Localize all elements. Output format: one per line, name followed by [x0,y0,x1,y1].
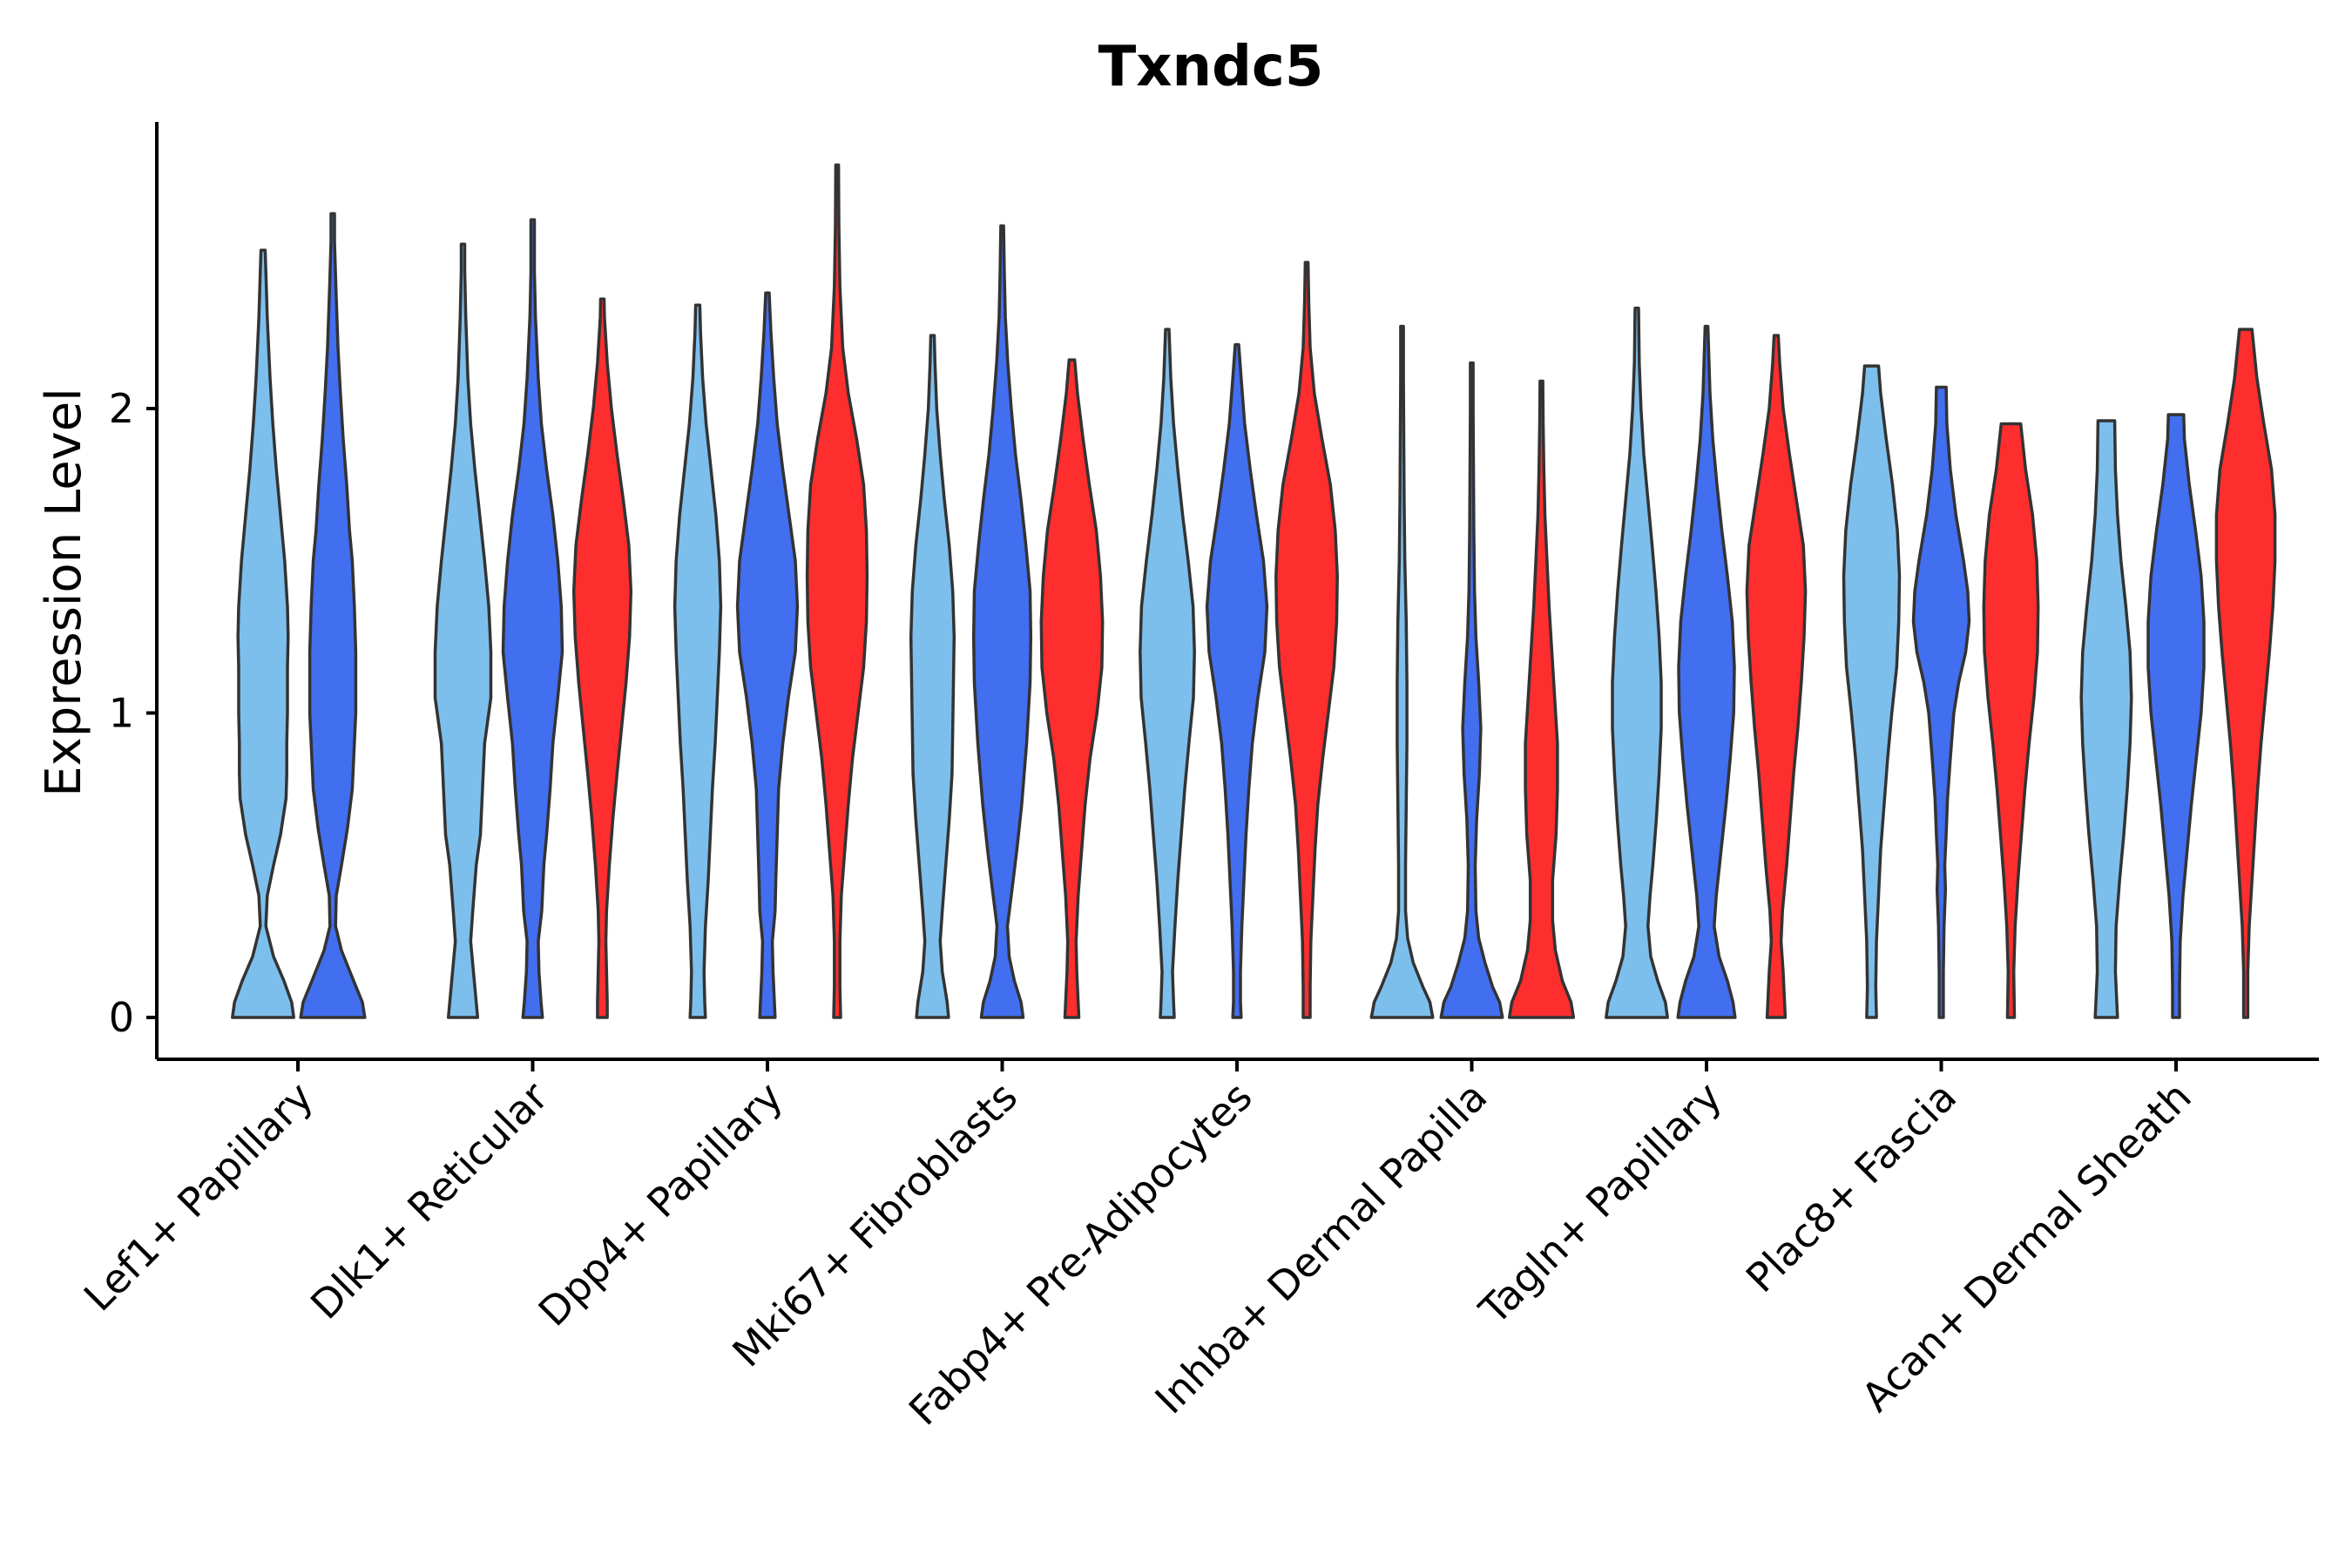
violin-plac8-fascia-1 [1842,364,1902,1019]
violin-dlk1-reticular-3 [571,297,633,1019]
violin-plac8-fascia-2 [1911,385,1971,1019]
violin-mki67-fibroblasts-2 [971,224,1033,1019]
violin-tagln-papillary-3 [1745,334,1808,1019]
violin-acan-dermal-sheath-2 [2146,413,2206,1019]
violin-plac8-fascia-3 [1982,422,2040,1019]
violin-tagln-papillary-2 [1676,324,1737,1019]
y-tick-label-2: 2 [109,385,134,432]
violin-tagln-papillary-1 [1605,306,1669,1019]
x-tick-label-3: Dpp4+ Papillary [530,1073,792,1335]
x-tick-label-1: Lef1+ Papillary [75,1073,322,1321]
violins-layer [231,163,2277,1019]
y-tick-label-1: 1 [109,690,134,737]
x-tick-label-2: Dlk1+ Reticular [301,1073,557,1328]
violin-inhba-dermal-papilla-1 [1369,324,1435,1019]
chart-title: Txndc5 [1098,35,1324,99]
y-ticks-layer: 0 1 2 [109,385,157,1041]
violin-lef1-papillary-2 [299,212,367,1019]
violin-mki67-fibroblasts-3 [1039,358,1105,1019]
violin-mki67-fibroblasts-1 [909,334,956,1019]
violin-inhba-dermal-papilla-3 [1507,379,1576,1019]
violin-dpp4-papillary-2 [735,291,800,1019]
violin-acan-dermal-sheath-1 [2079,419,2133,1019]
x-tick-label-7: Tagln+ Papillary [1470,1073,1731,1335]
violin-dlk1-reticular-1 [433,242,493,1019]
violin-lef1-papillary-1 [231,248,295,1019]
violin-dpp4-papillary-3 [805,163,869,1019]
violin-inhba-dermal-papilla-2 [1439,361,1504,1019]
x-tick-label-8: Plac8+ Fascia [1737,1073,1965,1301]
violin-acan-dermal-sheath-3 [2214,328,2277,1019]
y-tick-label-0: 0 [109,994,134,1041]
violin-dpp4-papillary-1 [672,303,723,1019]
violin-fabp4-pre-adipocytes-1 [1139,328,1196,1019]
violin-fabp4-pre-adipocytes-2 [1205,342,1269,1019]
violin-fabp4-pre-adipocytes-3 [1274,260,1339,1019]
y-axis-label: Expression Level [36,388,92,797]
violin-dlk1-reticular-2 [501,218,564,1019]
